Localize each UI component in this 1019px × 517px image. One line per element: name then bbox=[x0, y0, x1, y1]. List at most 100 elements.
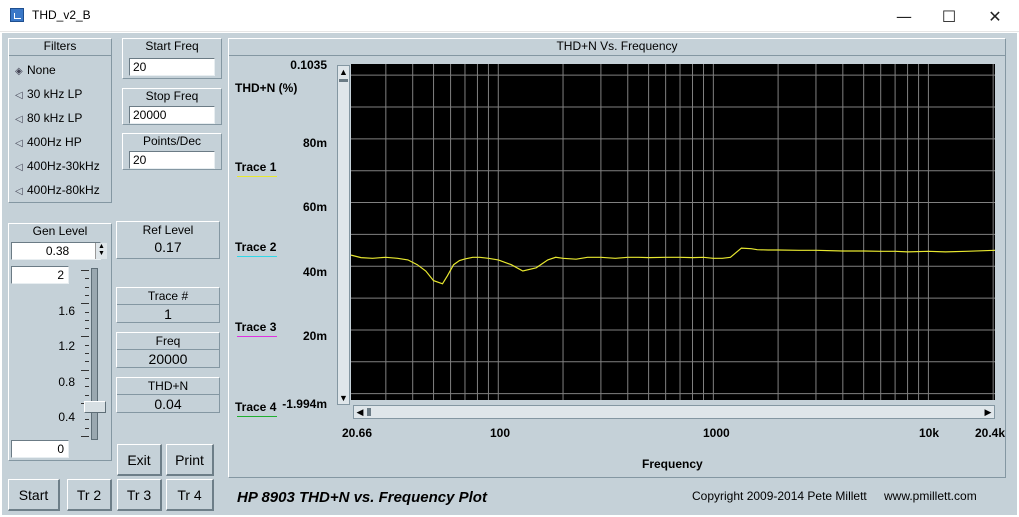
horizontal-scroll-thumb[interactable] bbox=[367, 408, 371, 416]
slider-tick-mark bbox=[85, 278, 89, 280]
app-icon bbox=[10, 8, 24, 22]
thdn-panel: THD+N 0.04 bbox=[116, 377, 220, 413]
plot-panel: THD+N Vs. Frequency 0.1035 THD+N (%) 80m… bbox=[228, 38, 1006, 478]
gen-level-slider-track[interactable] bbox=[91, 268, 98, 440]
slider-tick-mark bbox=[81, 436, 89, 437]
points-dec-input[interactable]: 20 bbox=[129, 151, 215, 169]
footer-website[interactable]: www.pmillett.com bbox=[884, 489, 977, 503]
radio-icon[interactable]: ◈ bbox=[15, 66, 23, 77]
filter-option-label: 80 kHz LP bbox=[27, 111, 83, 125]
title-bar: THD_v2_B — ☐ ✕ bbox=[0, 0, 1019, 32]
gen-level-panel: Gen Level 0.38 ▲ ▼ 2 0 1.6 1.2 0.8 0.4 bbox=[8, 223, 112, 461]
filter-option-label: 30 kHz LP bbox=[27, 87, 83, 101]
slider-tick-mark bbox=[85, 353, 89, 354]
y-top-label: 0.1035 bbox=[290, 58, 327, 72]
filter-option-label: 400Hz-80kHz bbox=[27, 183, 100, 197]
scroll-right-icon[interactable]: ▶ bbox=[984, 407, 992, 417]
radio-icon[interactable]: ◁ bbox=[15, 186, 23, 197]
scroll-left-icon[interactable]: ◀ bbox=[356, 407, 364, 417]
trace-4-button[interactable]: Tr 4 bbox=[166, 479, 214, 511]
filter-option[interactable]: ◈ None bbox=[15, 61, 111, 79]
start-freq-input[interactable]: 20 bbox=[129, 58, 215, 76]
thdn-label: THD+N bbox=[117, 378, 219, 395]
stop-freq-input[interactable]: 20000 bbox=[129, 106, 215, 124]
freq-panel: Freq 20000 bbox=[116, 332, 220, 368]
x-tick-label: 20.4k bbox=[975, 426, 1006, 440]
ref-level-panel: Ref Level 0.17 bbox=[116, 221, 220, 259]
freq-value: 20000 bbox=[148, 351, 188, 367]
plot-background bbox=[351, 64, 995, 400]
trace-legend-swatch bbox=[237, 336, 277, 337]
ref-level-value: 0.17 bbox=[154, 239, 182, 255]
stop-freq-panel: Stop Freq 20000 bbox=[122, 88, 222, 125]
print-button[interactable]: Print bbox=[166, 444, 214, 476]
trace-1-line bbox=[351, 247, 995, 285]
slider-tick-mark bbox=[85, 361, 89, 363]
filter-option[interactable]: ◁ 30 kHz LP bbox=[15, 85, 111, 103]
start-freq-label: Start Freq bbox=[145, 39, 199, 53]
filters-title: Filters bbox=[9, 39, 111, 56]
slider-tick-mark bbox=[85, 377, 89, 379]
footer-heading: HP 8903 THD+N vs. Frequency Plot bbox=[237, 489, 487, 506]
start-freq-panel: Start Freq 20 bbox=[122, 38, 222, 79]
slider-tick-mark bbox=[85, 344, 89, 346]
slider-min-field[interactable]: 0 bbox=[11, 440, 69, 458]
spin-down-icon[interactable]: ▼ bbox=[98, 250, 105, 257]
slider-tick-mark bbox=[81, 336, 89, 338]
start-button[interactable]: Start bbox=[8, 479, 60, 511]
horizontal-scrollbar[interactable]: ◀ ▶ bbox=[353, 405, 995, 419]
x-tick-label: 1000 bbox=[703, 426, 730, 440]
trace-num-label: Trace # bbox=[117, 288, 219, 305]
filter-option-label: 400Hz HP bbox=[27, 135, 82, 149]
gen-level-spin-buttons[interactable]: ▲ ▼ bbox=[95, 243, 107, 259]
spin-up-icon[interactable]: ▲ bbox=[98, 243, 105, 250]
radio-icon[interactable]: ◁ bbox=[15, 90, 23, 101]
slider-tick-label: 1.2 bbox=[58, 339, 75, 353]
filter-option[interactable]: ◁ 400Hz-80kHz bbox=[15, 181, 111, 199]
trace-legend-label: Trace 1 bbox=[235, 160, 277, 174]
ref-level-label: Ref Level bbox=[142, 223, 194, 237]
trace-2-button[interactable]: Tr 2 bbox=[67, 479, 112, 511]
vertical-scroll-thumb[interactable] bbox=[339, 79, 348, 82]
x-tick-label: 10k bbox=[919, 426, 940, 440]
filter-option[interactable]: ◁ 400Hz-30kHz bbox=[15, 157, 111, 175]
radio-icon[interactable]: ◁ bbox=[15, 162, 23, 173]
trace-3-button[interactable]: Tr 3 bbox=[117, 479, 162, 511]
filter-option-label: 400Hz-30kHz bbox=[27, 159, 100, 173]
y-tick-label: 40m bbox=[302, 265, 327, 279]
slider-tick-mark bbox=[85, 294, 89, 296]
vertical-scrollbar[interactable]: ▲ ▼ bbox=[337, 65, 350, 405]
thdn-plot bbox=[351, 64, 995, 400]
scroll-down-icon[interactable]: ▼ bbox=[339, 393, 348, 403]
exit-button[interactable]: Exit bbox=[117, 444, 162, 476]
slider-tick-mark bbox=[85, 394, 89, 396]
footer-copyright: Copyright 2009-2014 Pete Millett bbox=[692, 489, 867, 503]
slider-tick-mark bbox=[85, 311, 89, 313]
points-dec-label: Points/Dec bbox=[142, 134, 202, 148]
slider-tick-mark bbox=[81, 303, 89, 305]
trace-legend-label: Trace 2 bbox=[235, 240, 277, 254]
close-button[interactable]: ✕ bbox=[988, 6, 1002, 26]
points-dec-panel: Points/Dec 20 bbox=[122, 133, 222, 170]
filter-option[interactable]: ◁ 80 kHz LP bbox=[15, 109, 111, 127]
trace-num-panel: Trace # 1 bbox=[116, 287, 220, 323]
filter-option[interactable]: ◁ 400Hz HP bbox=[15, 133, 111, 151]
slider-tick-mark bbox=[81, 369, 89, 371]
maximize-button[interactable]: ☐ bbox=[941, 6, 957, 26]
x-tick-label: 100 bbox=[490, 426, 511, 440]
minimize-button[interactable]: — bbox=[896, 6, 912, 26]
filter-option-label: None bbox=[27, 63, 56, 77]
slider-tick-label: 0.4 bbox=[58, 410, 75, 424]
scroll-up-icon[interactable]: ▲ bbox=[339, 67, 348, 77]
gen-level-slider-thumb[interactable] bbox=[84, 401, 106, 414]
window-title: THD_v2_B bbox=[32, 8, 91, 22]
slider-tick-label: 0.8 bbox=[58, 375, 75, 389]
gen-level-spinner[interactable]: 0.38 bbox=[11, 242, 101, 260]
radio-icon[interactable]: ◁ bbox=[15, 114, 23, 125]
slider-tick-mark bbox=[85, 319, 89, 321]
y-tick-label: 20m bbox=[302, 329, 327, 343]
y-bottom-label: -1.994m bbox=[282, 397, 327, 411]
radio-icon[interactable]: ◁ bbox=[15, 138, 23, 149]
slider-max-field[interactable]: 2 bbox=[11, 266, 69, 284]
trace-legend-swatch bbox=[237, 176, 277, 177]
